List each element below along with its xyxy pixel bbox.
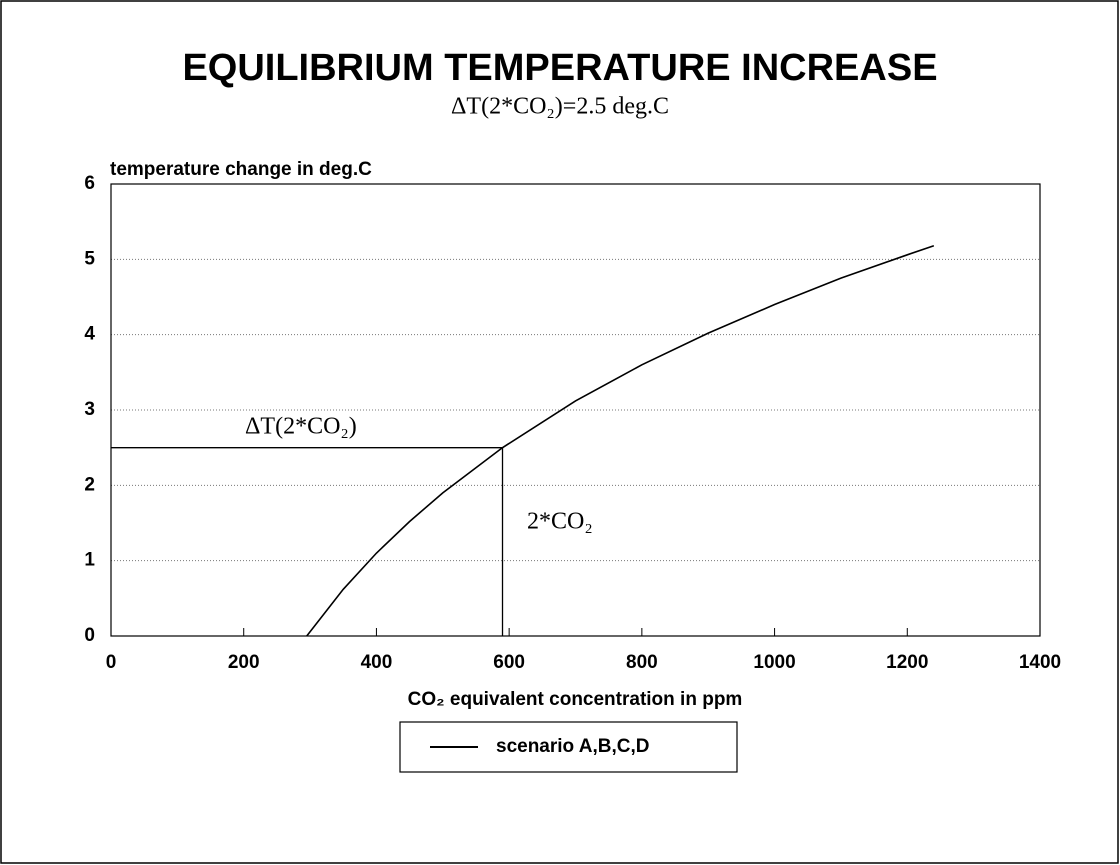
legend-label: scenario A,B,C,D [496, 736, 649, 757]
x-tick-label: 400 [361, 652, 393, 673]
y-axis-label: temperature change in deg.C [110, 159, 372, 180]
x-tick-label: 0 [106, 652, 117, 673]
x-tick-label: 800 [626, 652, 658, 673]
y-tick-label: 1 [84, 550, 95, 571]
y-tick-label: 0 [84, 625, 95, 646]
plot-border [110, 183, 1041, 637]
annotation: ΔT(2*CO₂) [245, 414, 357, 440]
x-tick-label: 1200 [886, 652, 928, 673]
y-tick-label: 6 [84, 173, 95, 194]
annotation: 2*CO₂ [527, 509, 593, 535]
y-tick-label: 3 [84, 399, 95, 420]
x-tick-label: 200 [228, 652, 260, 673]
x-tick-label: 1400 [1019, 652, 1061, 673]
series-line [306, 245, 935, 637]
y-tick-label: 5 [84, 248, 95, 269]
x-axis-label: CO₂ equivalent concentration in ppm [408, 689, 743, 710]
x-tick-label: 600 [493, 652, 525, 673]
x-tick-label: 1000 [753, 652, 795, 673]
chart-title: EQUILIBRIUM TEMPERATURE INCREASE [182, 47, 937, 89]
y-tick-label: 4 [84, 324, 95, 345]
legend-box [399, 721, 738, 773]
chart-subtitle: ΔT(2*CO₂)=2.5 deg.C [451, 94, 669, 120]
y-tick-label: 2 [84, 474, 95, 495]
